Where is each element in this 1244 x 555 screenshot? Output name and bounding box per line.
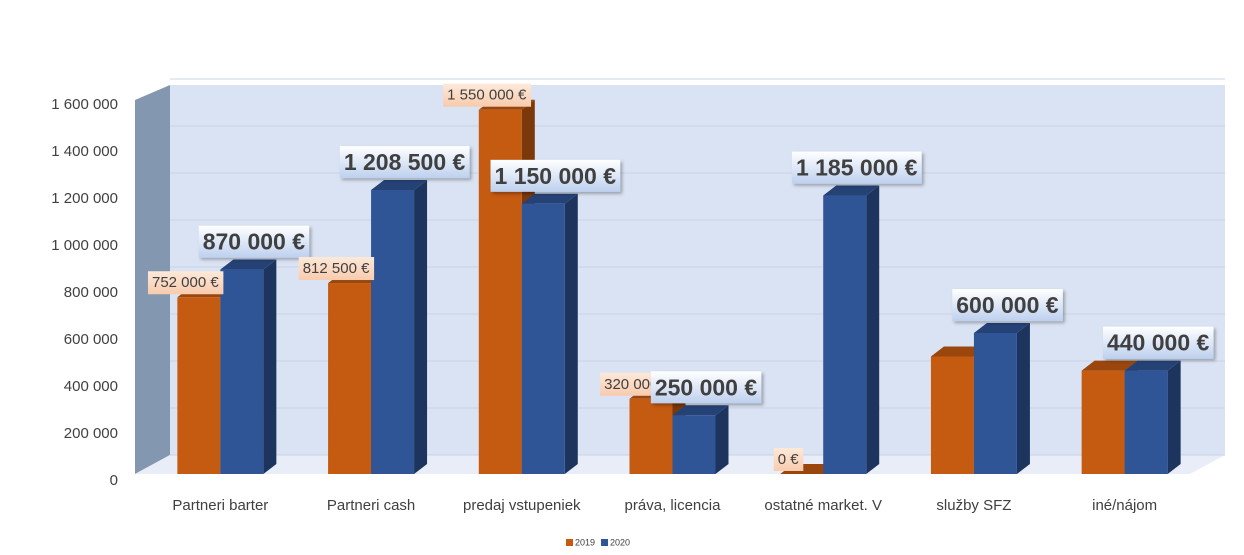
bar (1124, 360, 1181, 474)
data-label: 1 150 000 € (490, 159, 621, 192)
legend-swatch (601, 539, 609, 546)
y-tick-label: 1 000 000 (51, 237, 118, 254)
bar-top (1081, 360, 1138, 371)
legend-swatch (566, 539, 573, 546)
data-label-box (147, 271, 224, 295)
data-label-text: 600 000 € (956, 292, 1059, 318)
bar-top (823, 185, 880, 196)
data-label: 812 500 € (298, 257, 375, 281)
bar-top (1124, 360, 1181, 371)
x-tick-label: iné/nájom (1092, 497, 1158, 514)
data-label: 440 000 € (1102, 326, 1214, 359)
bar-front (220, 269, 264, 474)
bar-front (973, 333, 1017, 474)
data-label-text: 812 500 € (303, 260, 370, 277)
bar-front (1124, 370, 1168, 474)
data-label-text: 0 € (778, 451, 800, 468)
data-label-text: 1 208 500 € (344, 149, 466, 175)
x-tick-label: služby SFZ (936, 497, 1012, 514)
x-tick-label: ostatné market. V (764, 497, 882, 514)
data-label-box (298, 257, 375, 281)
x-tick-label: Partneri cash (326, 497, 416, 514)
y-tick-label: 600 000 (64, 331, 118, 348)
data-label-box (443, 83, 532, 107)
bar (220, 259, 277, 474)
data-label-box (791, 151, 922, 184)
data-label: 1 550 000 € (443, 83, 532, 107)
legend-label: 2020 (610, 537, 630, 547)
bar (672, 405, 729, 474)
data-label-text: 250 000 € (655, 374, 758, 400)
bar-front (672, 415, 716, 474)
data-label-text: 440 000 € (1107, 330, 1210, 356)
bar-side (564, 193, 578, 474)
x-tick-label: Partneri barter (172, 497, 269, 514)
bar-top (930, 346, 987, 357)
data-label-box (773, 447, 804, 471)
bar-side (866, 185, 880, 474)
y-tick-label: 1 400 000 (51, 143, 118, 160)
x-tick-label: práva, licencia (624, 497, 721, 514)
data-label: 1 208 500 € (339, 146, 470, 179)
data-label: 870 000 € (198, 225, 310, 258)
data-label-box (339, 146, 470, 179)
x-tick-label: predaj vstupeniek (462, 497, 581, 514)
y-tick-label: 400 000 (64, 378, 118, 395)
bar-front (823, 195, 867, 474)
y-tick-label: 800 000 (64, 284, 118, 301)
bar-front (930, 356, 974, 474)
bar-top (973, 323, 1030, 333)
bar-side (1167, 360, 1181, 474)
bar-front (371, 190, 415, 474)
data-label: 1 185 000 € (791, 151, 922, 184)
bar (521, 193, 578, 474)
bar-side (414, 180, 428, 474)
bar-top (521, 193, 578, 204)
data-label-box (952, 289, 1063, 322)
y-tick-label: 1 600 000 (51, 96, 118, 113)
bar (823, 185, 880, 474)
bar (973, 323, 1030, 474)
data-label-box (198, 225, 310, 258)
bar-side (263, 259, 277, 474)
data-label: 250 000 € (650, 371, 762, 404)
data-label: 752 000 € (147, 271, 224, 295)
data-label-text: 1 550 000 € (447, 87, 527, 104)
bar-front (328, 283, 372, 474)
data-label-text: 752 000 € (152, 274, 219, 291)
bar-top (371, 180, 428, 191)
data-label-text: 1 150 000 € (495, 163, 617, 189)
bar-front (1081, 370, 1125, 474)
y-tick-label: 200 000 (64, 425, 118, 442)
bar-front (629, 398, 673, 474)
data-label-text: 870 000 € (203, 229, 306, 255)
legend-label: 2019 (575, 537, 595, 547)
bar-side (1016, 323, 1030, 474)
bar-top (220, 259, 277, 270)
data-label-box (490, 159, 621, 192)
y-tick-label: 1 200 000 (51, 190, 118, 207)
bar (371, 180, 428, 474)
y-tick-label: 0 (110, 472, 118, 489)
data-label: 0 € (773, 447, 804, 471)
bar-top (672, 405, 729, 416)
data-label-box (1102, 326, 1214, 359)
bar-front (521, 203, 565, 474)
bar-side (715, 405, 729, 474)
data-label: 600 000 € (952, 289, 1063, 322)
data-label-box (650, 371, 762, 404)
bar-front (177, 297, 221, 474)
data-label-text: 1 185 000 € (796, 155, 918, 181)
